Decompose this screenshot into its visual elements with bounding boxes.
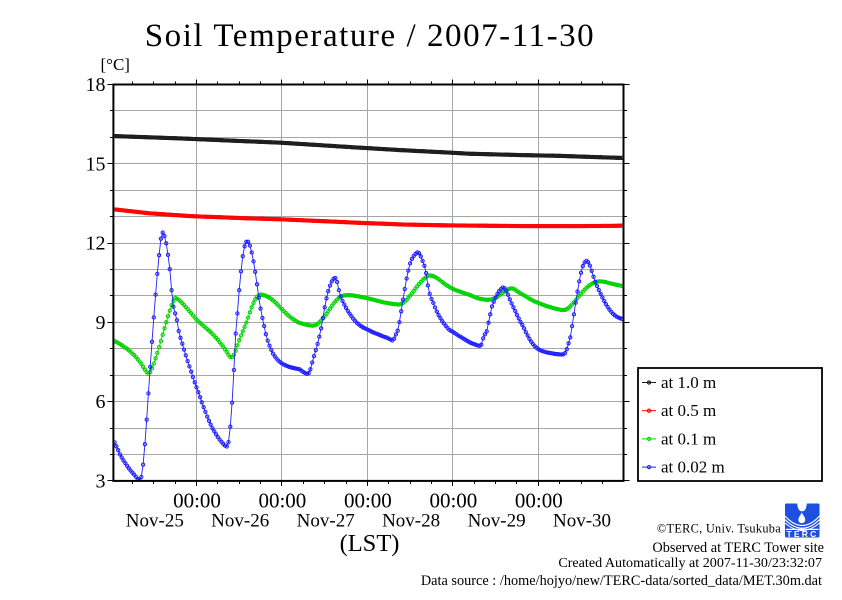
svg-text:at 0.5 m: at 0.5 m	[661, 401, 716, 420]
svg-text:3: 3	[96, 470, 106, 492]
svg-text:Nov-26: Nov-26	[211, 511, 269, 532]
svg-text:©TERC, Univ. Tsukuba: ©TERC, Univ. Tsukuba	[657, 521, 781, 535]
svg-text:Nov-29: Nov-29	[468, 511, 526, 532]
svg-text:Nov-27: Nov-27	[297, 511, 355, 532]
svg-text:at 0.1 m: at 0.1 m	[661, 429, 716, 448]
svg-text:Soil Temperature / 2007-11-30: Soil Temperature / 2007-11-30	[145, 18, 595, 54]
svg-text:00:00: 00:00	[429, 489, 477, 513]
svg-text:12: 12	[86, 233, 106, 255]
svg-text:00:00: 00:00	[344, 489, 392, 513]
svg-text:9: 9	[96, 312, 106, 334]
svg-text:00:00: 00:00	[173, 489, 221, 513]
svg-text:6: 6	[96, 391, 106, 413]
svg-text:00:00: 00:00	[258, 489, 306, 513]
svg-text:15: 15	[86, 153, 106, 175]
svg-text:Nov-28: Nov-28	[382, 511, 440, 532]
svg-text:at 0.02 m: at 0.02 m	[661, 458, 725, 477]
svg-text:00:00: 00:00	[515, 489, 563, 513]
svg-text:at 1.0 m: at 1.0 m	[661, 373, 716, 392]
svg-text:Nov-25: Nov-25	[126, 511, 184, 532]
svg-text:TERC: TERC	[787, 529, 819, 539]
svg-text:Observed at TERC Tower site: Observed at TERC Tower site	[652, 540, 824, 556]
svg-text:Data source : /home/hojyo/new/: Data source : /home/hojyo/new/TERC-data/…	[421, 573, 822, 589]
svg-text:Nov-30: Nov-30	[553, 511, 611, 532]
svg-text:18: 18	[86, 74, 106, 96]
svg-text:Created Automatically at 2007-: Created Automatically at 2007-11-30/23:3…	[558, 555, 822, 571]
svg-text:(LST): (LST)	[340, 530, 400, 557]
svg-text:[°C]: [°C]	[101, 55, 130, 74]
